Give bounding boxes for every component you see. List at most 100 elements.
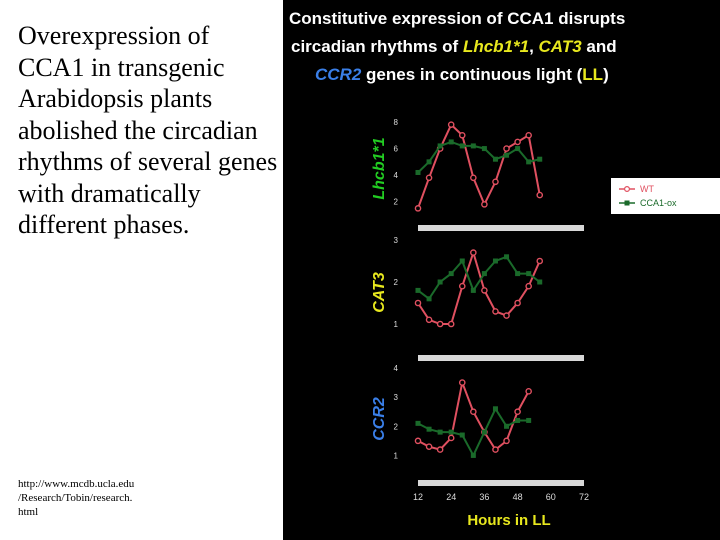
data-point-wt [458,282,466,290]
y-tick-label: 1 [394,451,399,460]
title-gene-lhcb: Lhcb1*1 [463,37,529,56]
data-point-cca1-ox [470,287,476,293]
y-tick-label: 2 [394,422,399,431]
x-tick-label: 72 [579,492,589,502]
x-tick-label: 24 [446,492,456,502]
data-point-cca1-ox [526,271,532,277]
data-point-cca1-ox [459,432,465,438]
data-point-wt [458,131,466,139]
data-point-cca1-ox [426,296,432,302]
data-point-cca1-ox [526,417,532,423]
data-point-wt [425,443,433,450]
figure-title-line-3: CCR2 genes in continuous light (LL) [315,65,609,84]
data-point-cca1-ox [470,452,476,458]
legend-marker [624,200,630,206]
data-point-wt [503,437,510,445]
data-point-cca1-ox [470,143,476,149]
data-point-wt [536,191,544,199]
data-point-cca1-ox [504,152,510,158]
y-axis-label: Lhcb1*1 [371,137,388,199]
slide-body-text: Overexpression of CCA1 in transgenic Ara… [18,21,278,239]
data-point-cca1-ox [492,406,498,412]
data-point-wt [514,408,521,416]
data-point-wt [425,316,433,324]
source-url[interactable]: http://www.mcdb.ucla.edu /Research/Tobin… [18,477,218,519]
panel-time-bar [418,355,584,361]
y-tick-label: 3 [394,236,399,245]
y-tick-label: 2 [394,198,399,207]
data-point-cca1-ox [415,169,421,175]
series-line-cca1-ox [417,255,541,301]
data-point-wt [414,437,422,445]
data-point-cca1-ox [526,159,532,165]
data-point-cca1-ox [437,429,443,435]
data-point-cca1-ox [515,271,521,277]
data-point-cca1-ox [448,271,454,277]
data-point-wt [481,287,488,294]
data-point-wt [492,446,499,453]
data-point-wt [514,299,521,307]
data-point-wt [481,201,488,208]
y-tick-label: 6 [394,145,399,154]
data-point-wt [514,138,521,146]
data-point-wt [436,320,444,328]
title-text: and [582,37,617,56]
x-tick-label: 36 [479,492,489,502]
data-point-cca1-ox [459,143,465,149]
series-line-wt [417,378,530,452]
source-url-line: http://www.mcdb.ucla.edu [18,478,135,490]
data-point-wt [525,388,532,395]
y-axis-label: CAT3 [371,272,388,313]
series-line-wt [417,122,541,209]
data-point-wt [525,131,532,139]
figure-title-line-1: Constitutive expression of CCA1 disrupts [289,9,625,28]
figure-panel: Constitutive expression of CCA1 disrupts… [283,0,720,540]
y-tick-label: 1 [394,320,399,329]
source-url-line: html [18,506,39,518]
data-point-cca1-ox [426,159,432,165]
data-point-wt [470,249,477,256]
y-tick-label: 2 [394,278,399,287]
data-point-cca1-ox [492,258,498,264]
data-point-cca1-ox [492,156,498,162]
y-tick-label: 3 [394,393,399,402]
data-point-cca1-ox [448,139,454,145]
data-point-cca1-ox [537,156,543,162]
data-point-wt [414,299,422,307]
data-point-wt [436,446,444,453]
y-tick-label: 4 [394,171,399,180]
data-point-wt [447,434,455,442]
y-axis-label: CCR2 [371,397,388,441]
data-point-wt [414,205,422,212]
title-gene-cat3: CAT3 [539,37,583,56]
legend-entry-label: WT [640,184,654,194]
data-point-wt [447,320,455,328]
panel-time-bar [418,225,584,231]
title-ll: LL [582,65,603,84]
data-point-wt [470,408,477,416]
x-tick-label: 12 [413,492,423,502]
data-point-wt [447,121,455,128]
data-point-wt [492,178,499,186]
legend-box [611,178,720,214]
title-text: genes in continuous light ( [361,65,582,84]
data-point-wt [492,308,499,315]
figure-title-line-2: circadian rhythms of Lhcb1*1, CAT3 and [291,37,617,56]
data-point-cca1-ox [504,254,510,260]
data-point-cca1-ox [515,417,521,423]
data-point-cca1-ox [437,143,443,149]
legend-entry-label: CCA1-ox [640,198,677,208]
title-text: circadian rhythms of [291,37,463,56]
title-text: ) [603,65,609,84]
data-point-wt [503,312,510,319]
title-gene-ccr2: CCR2 [315,65,362,84]
y-tick-label: 4 [394,364,399,373]
data-point-wt [470,174,477,182]
title-text: , [529,37,538,56]
panel-time-bar [418,480,584,486]
data-point-cca1-ox [459,258,465,264]
legend-marker [624,186,631,193]
data-point-wt [425,174,433,182]
data-point-cca1-ox [437,279,443,285]
